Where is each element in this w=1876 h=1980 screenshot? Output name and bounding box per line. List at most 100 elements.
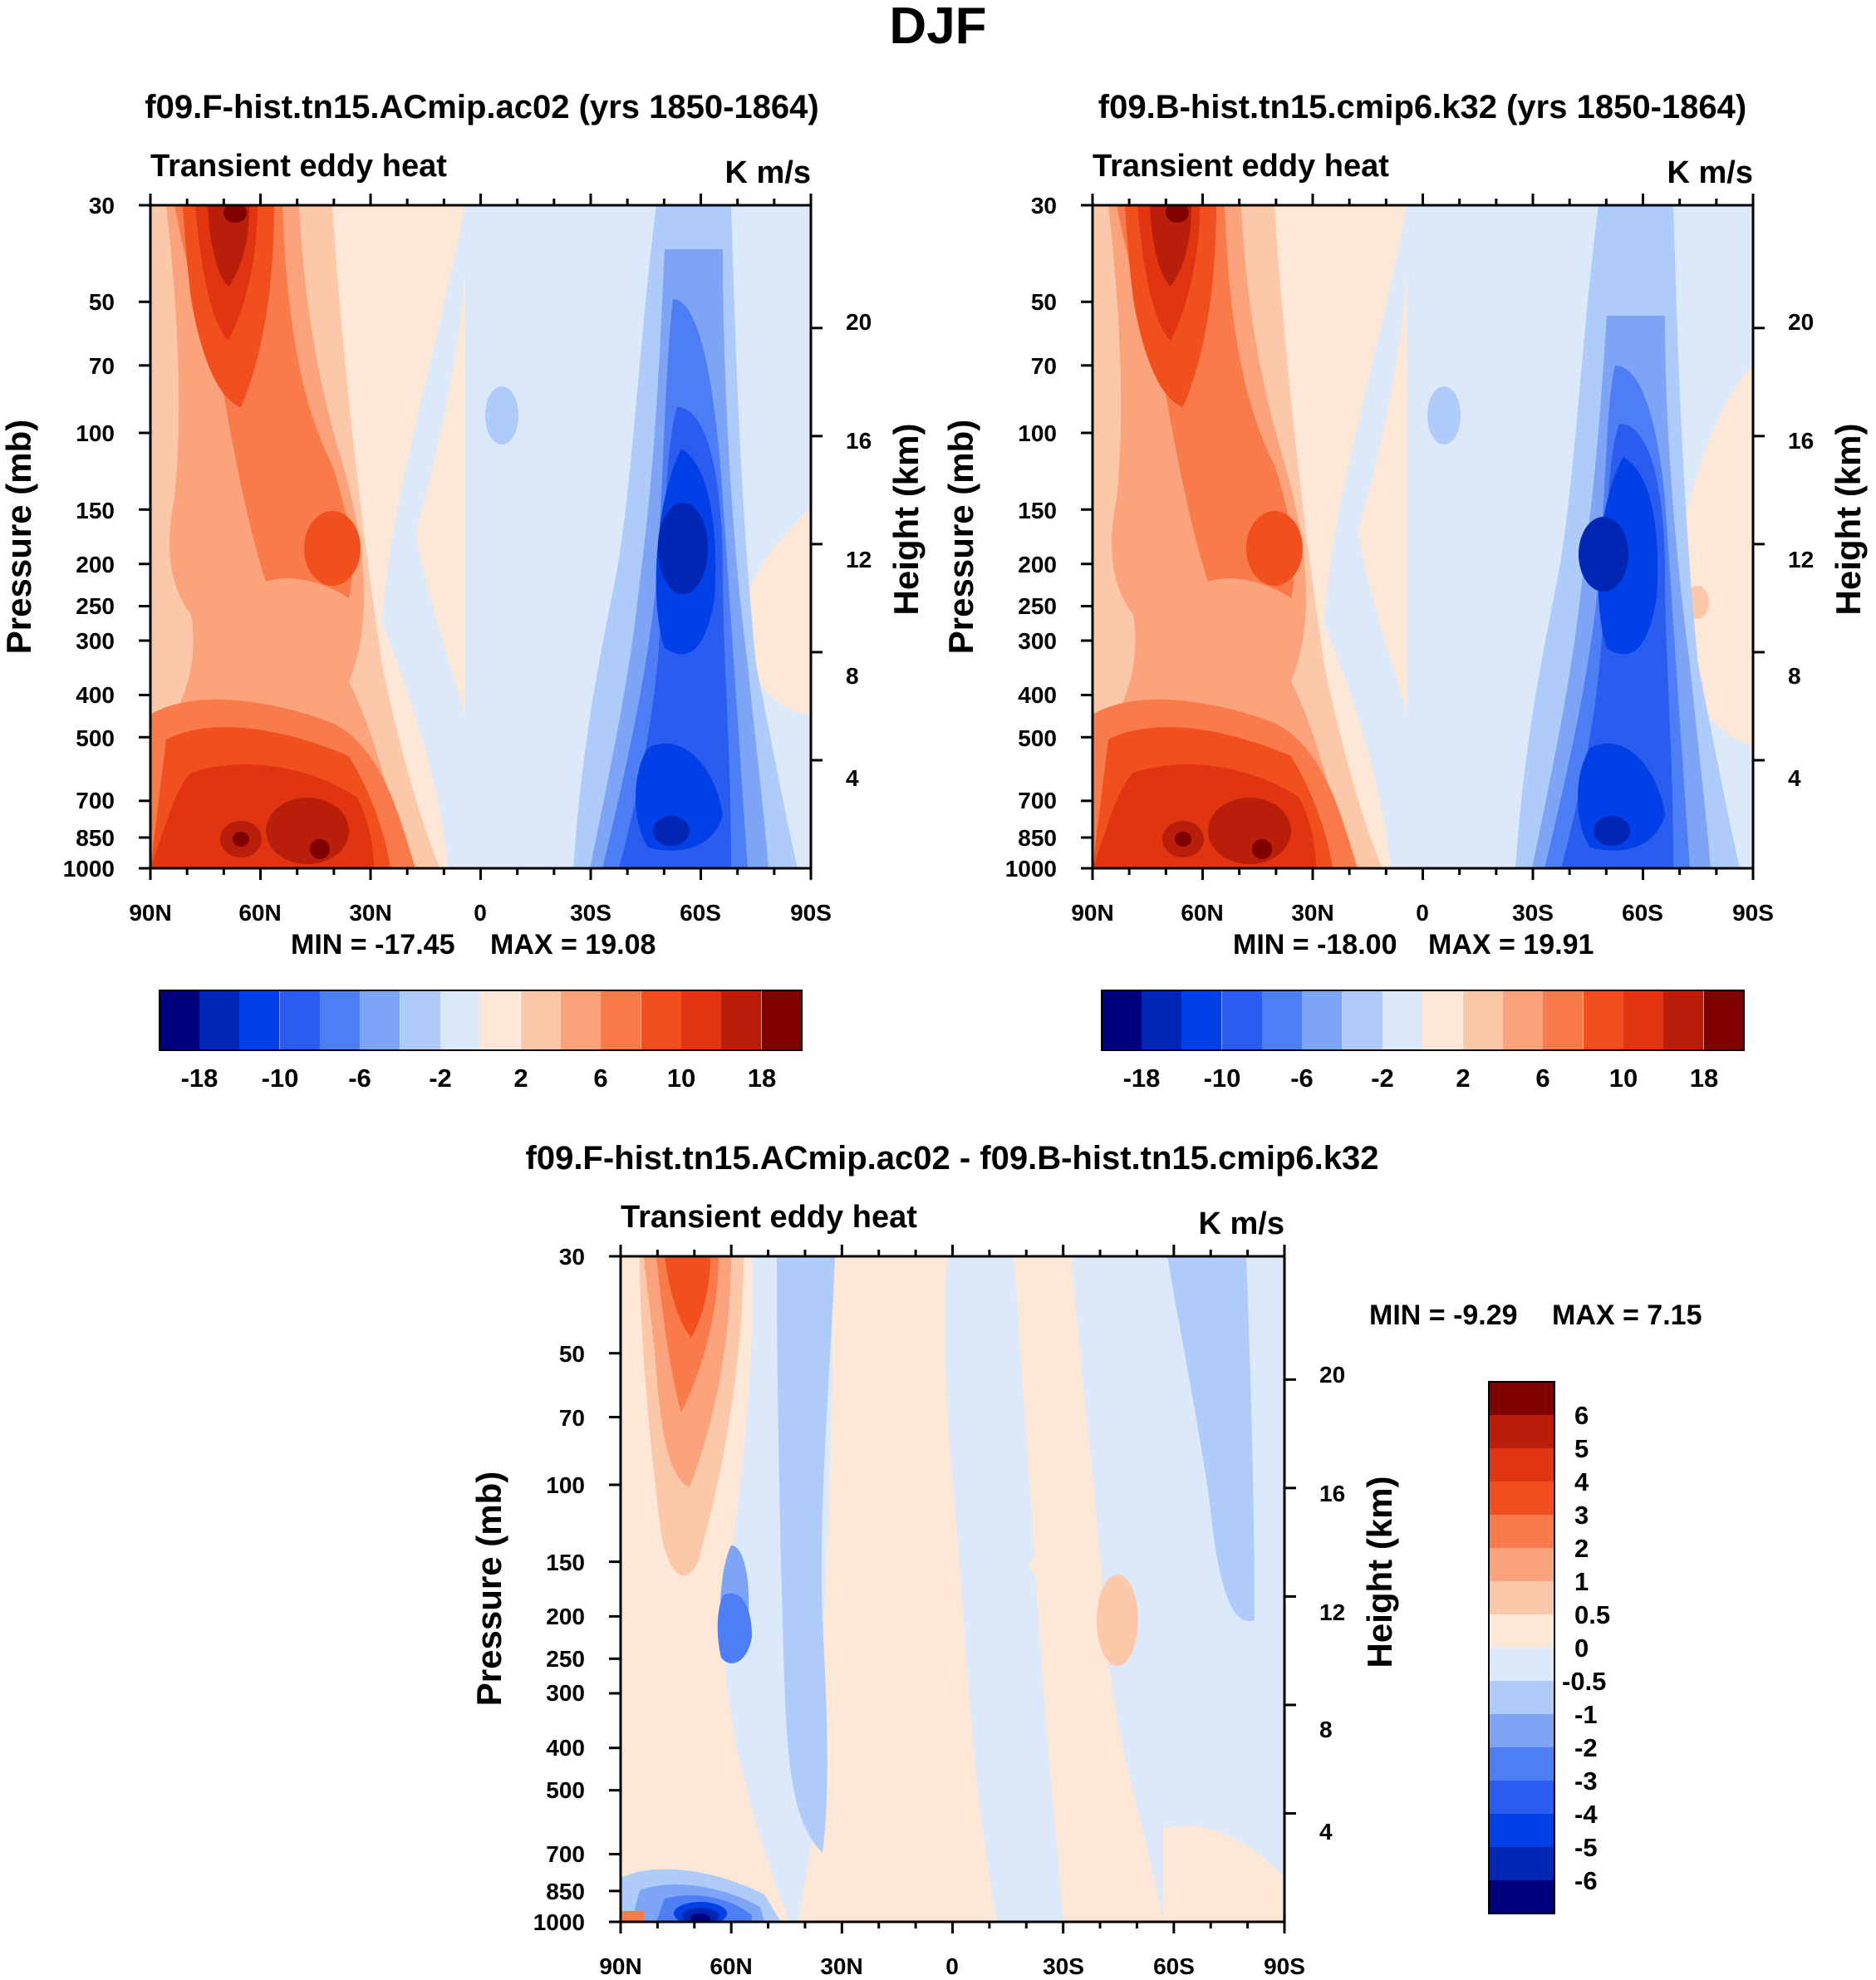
panel-b-units: K m/s [1667,155,1753,190]
panel-c-colorbar-label: -5 [1574,1833,1598,1862]
panel-a-ytick: 50 [89,289,115,315]
panel-c-colorbar-label: -1 [1574,1700,1598,1729]
panel-c-colorbar-label: -4 [1574,1800,1598,1829]
panel-b-ytick: 200 [1018,552,1057,577]
panel-c-title: f09.F-hist.tn15.ACmip.ac02 - f09.B-hist.… [526,1140,1379,1177]
panel-b-ytick: 400 [1018,682,1057,708]
panel-b-colorbar: -18 -10 -6 -2 2 6 10 18 [1101,990,1745,1093]
panel-a-colorbar-label: -2 [429,1064,452,1093]
panel-c-ytick: 150 [546,1550,585,1575]
panel-a-colorbar-label: -10 [262,1064,299,1093]
panel-a-ytick: 70 [89,353,115,379]
panel-c-max: MAX = 7.15 [1552,1300,1702,1331]
panel-c-ytick-right: 12 [1319,1599,1345,1625]
panel-a-max: MAX = 19.08 [490,929,656,961]
panel-b-ylabel-right: Height (km) [1829,424,1868,616]
panel-a-min: MIN = -17.45 [291,929,454,961]
panel-c-ytick: 700 [546,1841,585,1867]
panel-a-ytick-right: 4 [846,765,859,791]
panel-a: f09.F-hist.tn15.ACmip.ac02 (yrs 1850-186… [0,89,926,1093]
panel-a-ytick: 1000 [63,856,115,882]
panel-a-xtick: 0 [474,900,487,926]
panel-b-xtick: 30N [1291,900,1333,926]
panel-b-ylabel: Pressure (mb) [941,420,980,654]
panel-c: f09.F-hist.tn15.ACmip.ac02 - f09.B-hist.… [469,1140,1702,1979]
panel-b-colorbar-label: -6 [1290,1064,1314,1093]
panel-b-xtick: 60N [1181,900,1223,926]
panel-a-ytick: 30 [89,193,115,219]
panel-b-xtick: 90N [1071,900,1113,926]
panel-b: f09.B-hist.tn15.cmip6.k32 (yrs 1850-1864… [941,89,1868,1093]
panel-b-title: f09.B-hist.tn15.cmip6.k32 (yrs 1850-1864… [1098,89,1746,125]
panel-b-colorbar-label: 2 [1456,1064,1470,1093]
axis-ticks [139,194,1765,1933]
panel-c-colorbar-label: -6 [1574,1866,1598,1895]
panel-b-xtick: 0 [1416,900,1429,926]
panel-a-ytick: 150 [76,498,115,523]
panel-b-ytick: 50 [1031,289,1057,315]
panel-b-max: MAX = 19.91 [1428,929,1594,961]
panel-c-ytick: 200 [546,1604,585,1629]
panel-c-colorbar-label: -3 [1574,1766,1598,1796]
panel-a-ytick: 200 [76,552,115,577]
panel-a-colorbar-label: -6 [348,1064,371,1093]
panel-c-colorbar: 6 5 4 3 2 1 0.5 0 -0.5 -1 -2 -3 -4 -5 -6 [1488,1381,1610,1914]
panel-c-ytick-right: 4 [1319,1819,1333,1845]
panel-b-ytick: 850 [1018,825,1057,851]
panel-a-ylabel-right: Height (km) [886,424,926,616]
panel-a-colorbar-label: 6 [593,1064,607,1093]
panel-c-ytick: 300 [546,1680,585,1706]
panel-c-colorbar-label: 0 [1574,1634,1589,1663]
panel-b-xtick: 60S [1622,900,1663,926]
panel-c-subtitle-left: Transient eddy heat [621,1200,917,1235]
panel-c-units: K m/s [1199,1206,1284,1241]
panel-b-colorbar-label: -2 [1371,1064,1394,1093]
panel-b-ytick: 70 [1031,353,1057,379]
panel-b-ytick-right: 8 [1788,663,1801,689]
panel-b-ytick: 150 [1018,498,1057,523]
panel-a-xtick: 60N [238,900,281,926]
panel-b-ytick-right: 20 [1788,309,1814,335]
panel-c-xtick: 90S [1264,1953,1305,1979]
panel-c-xtick: 30N [820,1953,862,1979]
panel-c-ytick-right: 20 [1319,1362,1345,1388]
panel-a-ytick: 400 [76,682,115,708]
panel-b-ytick: 30 [1031,193,1057,219]
panel-c-colorbar-label: 2 [1574,1534,1589,1563]
panel-a-units: K m/s [725,155,811,190]
panel-b-ytick: 1000 [1005,856,1057,882]
panel-b-ytick: 700 [1018,788,1057,813]
panel-a-colorbar-label: 2 [513,1064,528,1093]
panel-c-min: MIN = -9.29 [1369,1300,1518,1331]
panel-c-colorbar-label: 0.5 [1574,1600,1610,1629]
panel-c-colorbar-label: -0.5 [1562,1667,1606,1696]
panel-a-ytick-right: 16 [846,428,872,454]
panel-c-xtick: 60N [710,1953,752,1979]
panel-b-subtitle-left: Transient eddy heat [1093,149,1389,184]
panel-c-xtick: 30S [1043,1953,1084,1979]
panel-a-ytick: 700 [76,788,115,813]
panel-b-field [1093,205,1753,868]
panel-a-ytick-right: 12 [846,547,872,572]
panel-c-colorbar-label: 6 [1574,1401,1589,1430]
panel-c-xtick: 60S [1153,1953,1195,1979]
panel-b-xtick: 30S [1512,900,1554,926]
panel-c-ytick: 70 [559,1405,585,1431]
panel-c-xtick: 90N [599,1953,641,1979]
panel-b-ytick-right: 16 [1788,428,1814,454]
panel-c-ytick: 250 [546,1646,585,1672]
panel-c-colorbar-label: 3 [1574,1501,1589,1530]
panel-a-ylabel: Pressure (mb) [0,420,38,654]
panel-a-colorbar-label: 10 [667,1064,695,1093]
panel-c-ytick-right: 8 [1319,1717,1333,1742]
panel-a-field [150,205,811,868]
panel-a-ytick: 850 [76,825,115,851]
panel-c-ylabel-right: Height (km) [1360,1476,1399,1668]
panel-c-ytick: 30 [559,1244,585,1270]
panel-b-colorbar-label: -18 [1123,1064,1161,1093]
panel-c-colorbar-label: 5 [1574,1434,1589,1463]
panel-c-xtick: 0 [945,1953,959,1979]
panel-a-colorbar-label: 18 [748,1064,776,1093]
panel-a-xtick: 30S [570,900,611,926]
